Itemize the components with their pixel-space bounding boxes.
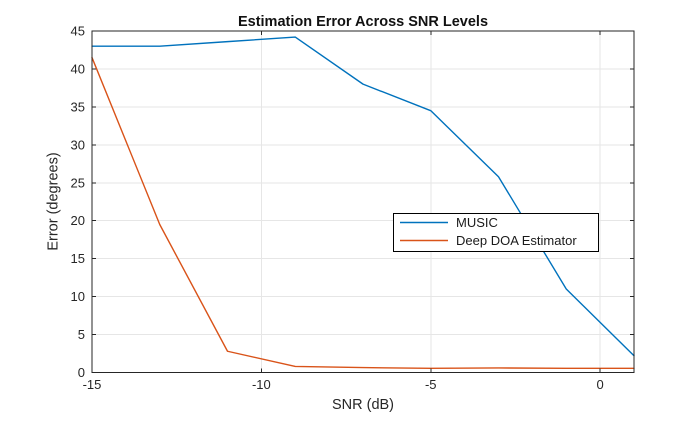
x-tick-label: -5 bbox=[425, 377, 437, 392]
y-tick-label: 45 bbox=[71, 24, 85, 39]
y-tick-label: 5 bbox=[78, 327, 85, 342]
y-axis-label: Error (degrees) bbox=[46, 152, 62, 250]
chart-title: Estimation Error Across SNR Levels bbox=[238, 14, 488, 30]
x-tick-labels: -15 -10 -5 0 bbox=[83, 377, 604, 392]
y-tick-label: 25 bbox=[71, 175, 85, 190]
series-lines bbox=[91, 36, 635, 370]
x-tick-label: 0 bbox=[597, 377, 604, 392]
legend-label-1: Deep DOA Estimator bbox=[456, 233, 577, 248]
x-axis-label: SNR (dB) bbox=[332, 397, 394, 413]
gridlines bbox=[92, 31, 634, 373]
tick-marks bbox=[91, 30, 634, 373]
legend-box bbox=[393, 213, 599, 252]
legend: MUSIC Deep DOA Estimator bbox=[393, 213, 599, 252]
y-tick-label: 20 bbox=[71, 213, 85, 228]
y-tick-label: 15 bbox=[71, 251, 85, 266]
y-tick-label: 0 bbox=[78, 365, 85, 380]
series-line-0 bbox=[91, 36, 635, 357]
x-tick-label: -15 bbox=[83, 377, 102, 392]
y-tick-label: 30 bbox=[71, 137, 85, 152]
series-line-1 bbox=[91, 56, 635, 370]
legend-label-0: MUSIC bbox=[456, 215, 498, 230]
x-tick-label: -10 bbox=[252, 377, 271, 392]
y-tick-labels: 0 5 10 15 20 25 30 35 40 45 bbox=[71, 24, 85, 381]
y-tick-label: 10 bbox=[71, 289, 85, 304]
y-tick-label: 40 bbox=[71, 61, 85, 76]
axes-box bbox=[91, 30, 635, 373]
y-tick-label: 35 bbox=[71, 99, 85, 114]
